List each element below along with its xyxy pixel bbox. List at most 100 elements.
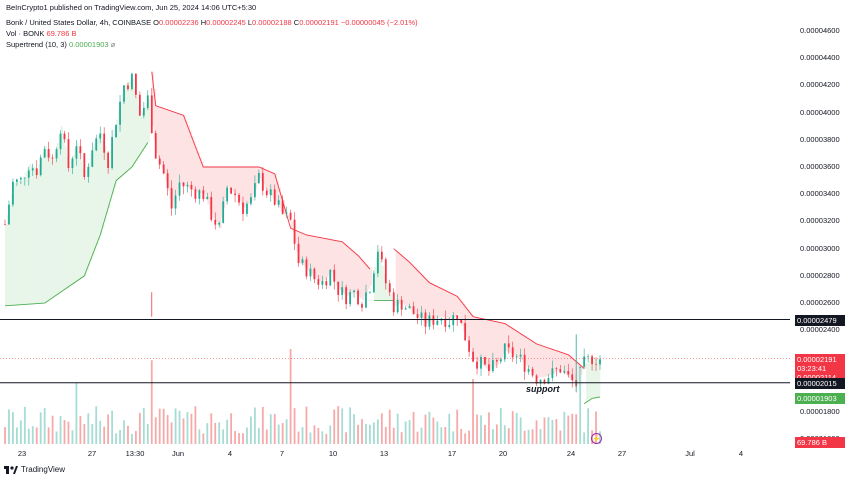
supertrend-fill [127,81,131,171]
supertrend-fill [594,357,597,399]
volume-bar [135,430,137,444]
candle-body [142,107,145,116]
volume-bar [345,432,348,444]
candle-body [95,138,98,151]
volume-bar [186,412,189,444]
supertrend-fill [419,272,422,319]
supertrend-fill [155,105,159,154]
volume-bar [202,433,205,444]
supertrend-fill [254,166,258,190]
supertrend-fill [471,314,474,353]
price-chart[interactable] [0,0,790,446]
supertrend-fill [322,238,325,283]
supertrend-fill [207,166,210,205]
candle-body [174,195,177,209]
candle-body [448,325,451,327]
candle-body [289,212,292,220]
volume-bar [265,429,268,444]
supertrend-fill [239,166,242,202]
candle-body [400,299,403,310]
volume-bar [79,416,82,444]
supertrend-fill [439,287,442,318]
supertrend-fill [209,166,212,210]
supertrend-fill [133,87,137,164]
candle-body [444,318,447,327]
price-tick-label: 0.00004000 [800,107,840,117]
candle-body [456,315,459,320]
supertrend-fill [463,303,466,332]
candle-body [190,184,193,190]
supertrend-fill [106,153,109,215]
volume-bar [559,430,562,444]
candle-body [309,268,312,277]
volume-bar [325,433,328,444]
supertrend-fill [405,258,408,307]
tradingview-logo[interactable]: TradingView [4,465,65,474]
supertrend-fill [137,106,141,158]
supertrend-fill [572,358,575,382]
supertrend-fill [381,265,385,301]
supertrend-fill [10,193,14,306]
supertrend-fill [296,230,299,253]
volume-bar [218,422,221,444]
candle-body [99,133,102,139]
supertrend-fill [467,309,470,343]
supertrend-fill [330,239,333,272]
supertrend-fill [532,341,535,374]
volume-bar [436,421,439,444]
candle-body [150,95,153,134]
volume-bar [246,427,248,444]
time-axis[interactable]: 23 27 13:30 Jun 4 7 10 13 17 20 24 27 Jul 4 [0,446,790,460]
supertrend-fill [193,141,196,191]
supertrend-fill [252,166,256,196]
candle-body [103,133,106,153]
supertrend-fill [64,146,67,290]
volume-bar [329,425,332,444]
volume-bar [269,414,272,444]
candle-body [206,196,209,200]
supertrend-fill [125,83,129,173]
volume-bar [551,419,554,444]
supertrend-fill [338,241,341,290]
supertrend-fill [118,110,121,179]
supertrend-fill [445,290,448,319]
lightning-icon[interactable]: ⚡ [591,433,602,444]
supertrend-fill [477,317,480,361]
supertrend-fill [60,126,63,293]
candle-body [269,189,272,196]
supertrend-fill [122,93,125,176]
supertrend-fill [510,327,514,354]
supertrend-fill [157,106,160,159]
candle-body [412,306,415,315]
volume-bar [210,413,213,444]
volume-bar [261,406,264,444]
candle-body [285,212,288,214]
candle-body [333,269,336,282]
price-tick-label: 0.00004600 [800,25,840,35]
volume-bar [376,419,379,444]
supertrend-fill [233,166,236,193]
supertrend-fill [278,187,281,208]
supertrend-fill [143,107,147,149]
supertrend-fill [348,246,351,296]
supertrend-fill [108,160,111,208]
candle-body [119,101,121,125]
volume-label[interactable]: Vol · BONK [6,29,45,38]
volume-bar [257,428,260,444]
price-axis[interactable]: 0.00004600 0.00004400 0.00004200 0.00004000… [790,0,850,460]
supertrend-fill [576,361,579,385]
candle-body [432,315,435,325]
hide-indicator-icon[interactable]: ⌀ [110,40,116,49]
supertrend-fill [104,146,107,222]
supertrend-fill [5,224,8,306]
supertrend-fill [112,139,115,195]
candle-body [75,146,78,159]
candle-body [281,200,284,214]
supertrend-fill [177,113,180,190]
supertrend-label[interactable]: Supertrend (10, 3) [6,40,67,49]
symbol-name[interactable]: Bonk / United States Dollar, 4h, COINBAS… [6,18,152,27]
supertrend-fill [76,142,79,282]
supertrend-fill [181,114,184,185]
candle-body [59,133,62,150]
supertrend-fill [135,96,139,161]
